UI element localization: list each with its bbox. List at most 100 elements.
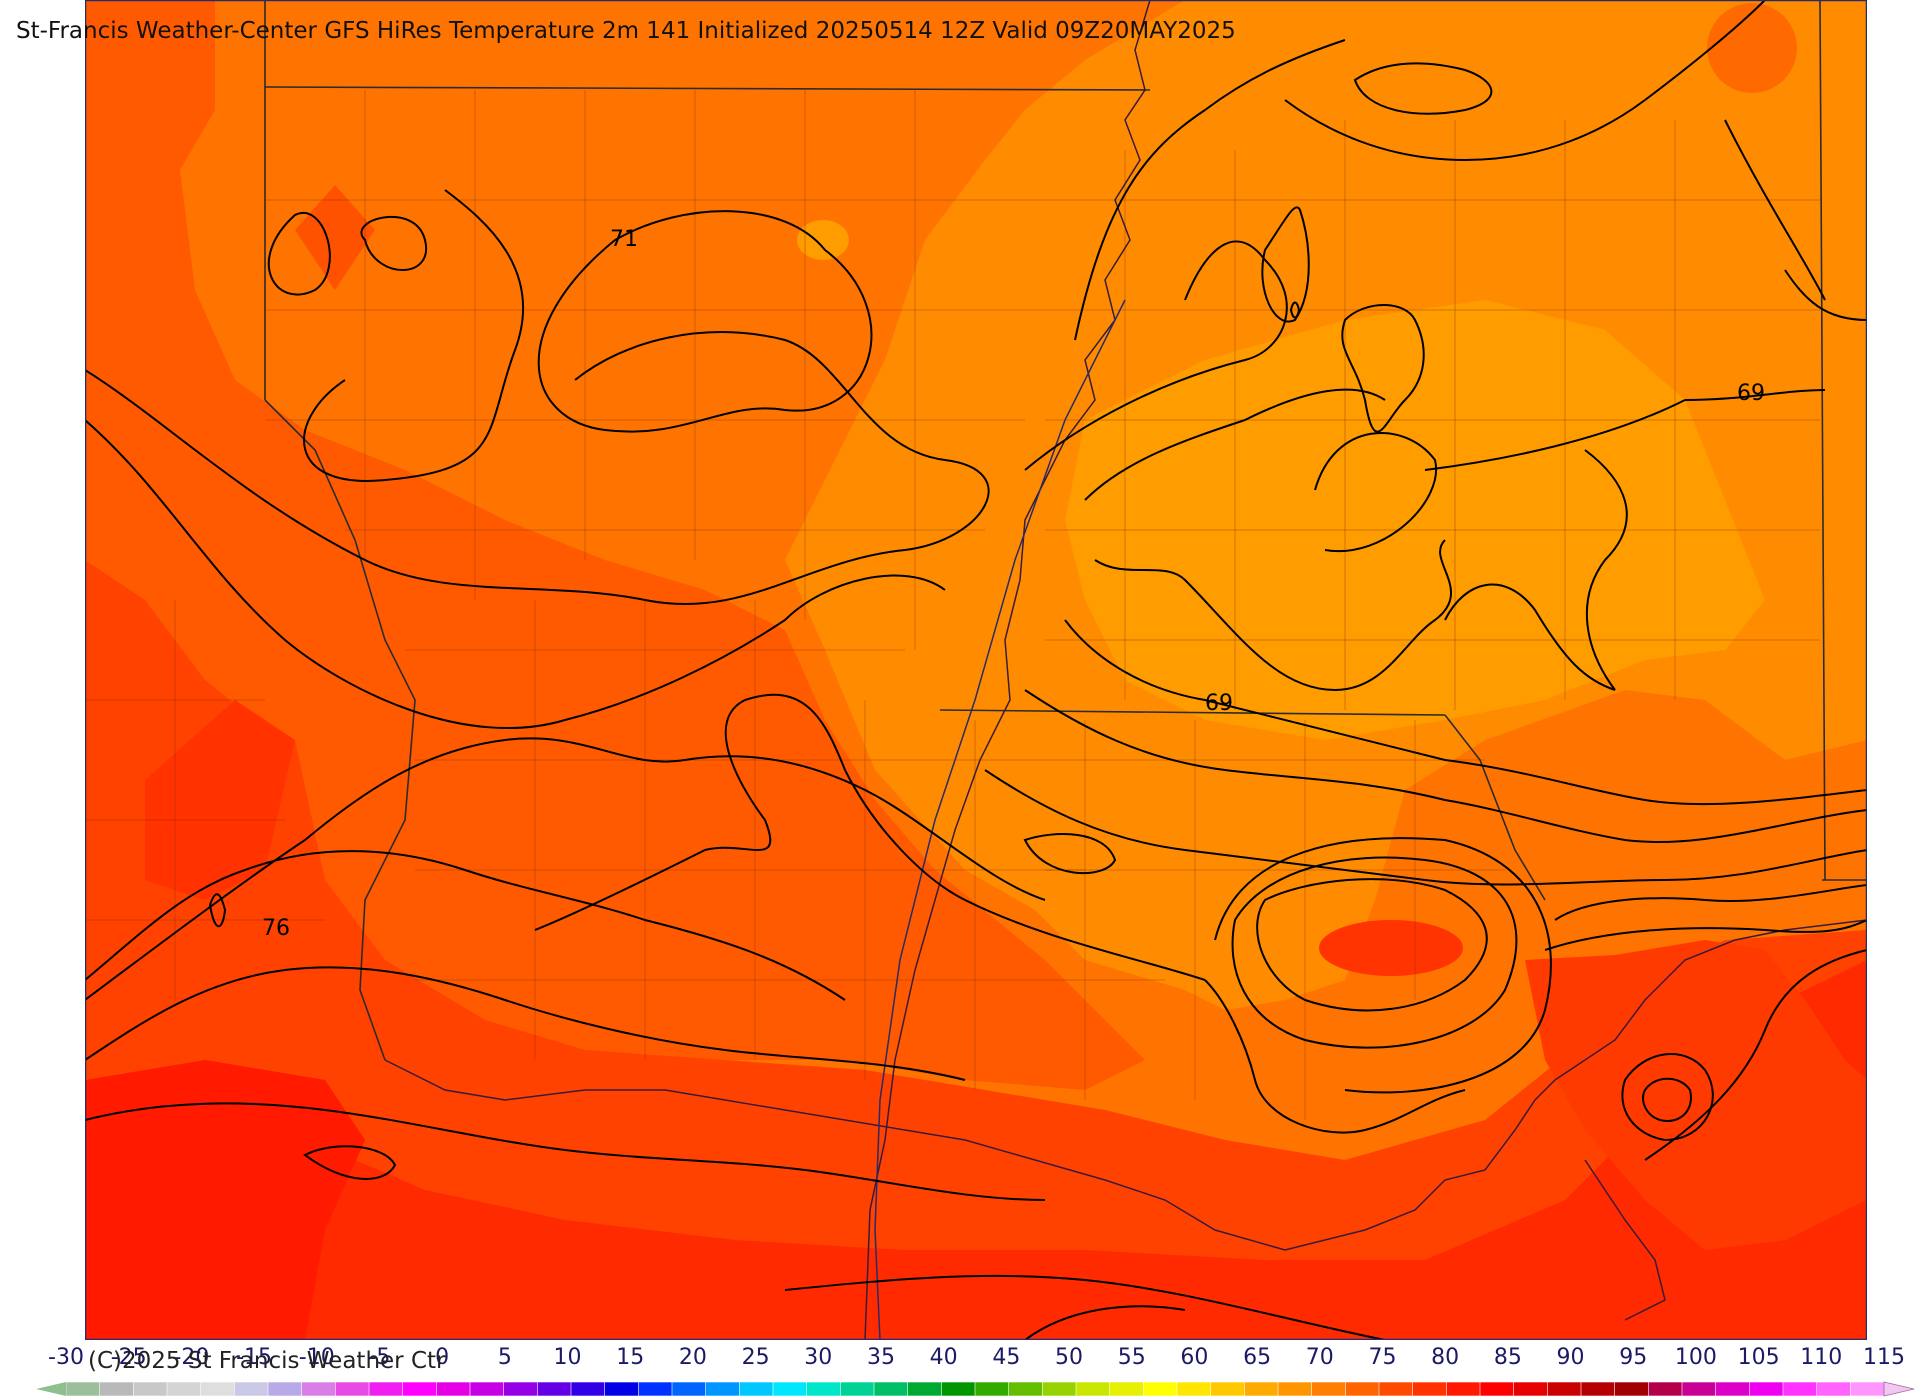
colorbar-tick-label: 35 bbox=[866, 1345, 895, 1370]
colorbar-swatch bbox=[1008, 1381, 1044, 1397]
colorbar-arrow-left bbox=[36, 1382, 66, 1396]
colorbar-swatch bbox=[974, 1381, 1010, 1397]
colorbar-swatch bbox=[1277, 1381, 1313, 1397]
colorbar-swatch bbox=[1479, 1381, 1515, 1397]
colorbar-tick-label: 115 bbox=[1863, 1345, 1905, 1370]
colorbar-swatch bbox=[436, 1381, 471, 1397]
colorbar-swatch bbox=[1715, 1381, 1751, 1397]
colorbar-tick-label: 45 bbox=[992, 1345, 1021, 1370]
contour-label: 69 bbox=[1737, 381, 1765, 406]
colorbar-swatch bbox=[570, 1381, 606, 1397]
colorbar-swatch bbox=[200, 1381, 236, 1397]
longitude-line bbox=[874, 299, 1126, 1340]
colorbar-swatch bbox=[1143, 1381, 1178, 1397]
colorbar-swatch bbox=[1547, 1381, 1582, 1397]
colorbar-tick-label: 5 bbox=[497, 1345, 512, 1370]
colorbar-swatch bbox=[133, 1381, 168, 1397]
temperature-zone-75 bbox=[85, 0, 1145, 1090]
colorbar-swatch bbox=[1580, 1381, 1616, 1397]
colorbar-swatch bbox=[469, 1381, 505, 1397]
cool-pocket-north bbox=[797, 220, 849, 260]
warm-pocket-north bbox=[295, 185, 375, 290]
colorbar-tick-label: 105 bbox=[1737, 1345, 1780, 1370]
colorbar-tick-label: 0 bbox=[435, 1345, 450, 1370]
colorbar-swatch bbox=[705, 1381, 741, 1397]
colorbar-swatch bbox=[166, 1381, 202, 1397]
colorbar-tick-label: -5 bbox=[368, 1345, 391, 1370]
colorbar-swatch bbox=[402, 1381, 438, 1397]
warm-pocket-mobile bbox=[1319, 920, 1463, 976]
colorbar-tick-label: 55 bbox=[1117, 1345, 1146, 1370]
colorbar-swatch bbox=[907, 1381, 943, 1397]
colorbar-labels: -30 -25 -20 -15 -10 -5 0 5 10 15 20 25 30 35 40 45 50 55 6… bbox=[0, 1345, 1920, 1375]
temperature-zone-66 bbox=[1065, 300, 1765, 740]
colorbar-tick-label: -30 bbox=[48, 1345, 84, 1370]
colorbar-tick-label: 80 bbox=[1431, 1345, 1460, 1370]
colorbar-swatch bbox=[1345, 1381, 1380, 1397]
colorbar-swatch bbox=[739, 1381, 774, 1397]
colorbar-tick-label: 95 bbox=[1619, 1345, 1648, 1370]
colorbar-tick-label: 10 bbox=[553, 1345, 582, 1370]
isotherm-contours bbox=[85, 0, 1867, 1340]
colorbar-tick-label: 40 bbox=[929, 1345, 958, 1370]
colorbar-swatch bbox=[1210, 1381, 1246, 1397]
colorbar-swatch bbox=[1614, 1381, 1650, 1397]
colorbar-arrow-right bbox=[1883, 1381, 1915, 1397]
colorbar-tick-label: -25 bbox=[110, 1345, 147, 1370]
warm-pocket-sw-tip bbox=[145, 700, 295, 900]
colorbar-tick-label: 110 bbox=[1800, 1345, 1843, 1370]
colorbar-swatch bbox=[267, 1381, 303, 1397]
cool-pocket-ne bbox=[1707, 3, 1797, 93]
warm-pocket-delta bbox=[1525, 940, 1867, 1250]
colorbar-tick-label: 75 bbox=[1368, 1345, 1397, 1370]
colorbar-swatch bbox=[1075, 1381, 1111, 1397]
colorbar-tick-label: -20 bbox=[173, 1345, 210, 1370]
colorbar-swatch bbox=[1816, 1381, 1852, 1397]
colorbar-swatch bbox=[537, 1381, 572, 1397]
colorbar-tick-label: 70 bbox=[1305, 1345, 1334, 1370]
colorbar-swatch bbox=[1446, 1381, 1481, 1397]
colorbar-tick-label: 20 bbox=[678, 1345, 707, 1370]
contour-labels: 71 69 76 69 bbox=[262, 227, 1765, 941]
colorbar-swatch bbox=[335, 1381, 370, 1397]
colorbar-tick-label: 85 bbox=[1493, 1345, 1522, 1370]
colorbar-swatch bbox=[1412, 1381, 1448, 1397]
temperature-map: 71 69 76 69 bbox=[85, 0, 1867, 1340]
colorbar-swatch bbox=[638, 1381, 673, 1397]
colorbar-swatch bbox=[1513, 1381, 1549, 1397]
colorbar-swatch bbox=[368, 1381, 404, 1397]
map-border bbox=[85, 0, 1867, 1340]
colorbar-swatch bbox=[1176, 1381, 1212, 1397]
colorbar-tick-label: 50 bbox=[1055, 1345, 1084, 1370]
colorbar-swatch bbox=[1378, 1381, 1414, 1397]
colorbar-swatch bbox=[99, 1381, 135, 1397]
contour-label: 69 bbox=[1205, 691, 1233, 716]
colorbar-tick-label: 65 bbox=[1243, 1345, 1272, 1370]
colorbar-swatch bbox=[772, 1381, 808, 1397]
contour-label: 76 bbox=[262, 916, 290, 941]
warm-pocket-gulf-west bbox=[85, 1060, 365, 1340]
colorbar-tick-label: 15 bbox=[616, 1345, 645, 1370]
map-title: St-Francis Weather-Center GFS HiRes Temp… bbox=[16, 18, 1236, 44]
contour-label: 71 bbox=[610, 227, 638, 252]
colorbar-tick-label: 90 bbox=[1556, 1345, 1585, 1370]
copyright-text: (C)2025 St Francis Weather Ctr bbox=[88, 1348, 446, 1374]
colorbar-swatch bbox=[840, 1381, 875, 1397]
colorbar-swatch bbox=[806, 1381, 842, 1397]
colorbar-swatch bbox=[873, 1381, 909, 1397]
colorbar-tick-label: -10 bbox=[298, 1345, 335, 1370]
colorbar-swatch bbox=[301, 1381, 337, 1397]
colorbar-swatch bbox=[1749, 1381, 1784, 1397]
rivers-coastline bbox=[384, 0, 1867, 1340]
colorbar-swatch bbox=[671, 1381, 707, 1397]
colorbar-tick-label: 60 bbox=[1180, 1345, 1209, 1370]
colorbar-swatch bbox=[1311, 1381, 1347, 1397]
colorbar-tick-label: 25 bbox=[741, 1345, 770, 1370]
colorbar-swatch bbox=[1782, 1381, 1818, 1397]
colorbar-tick-label: -15 bbox=[236, 1345, 273, 1370]
colorbar-swatch bbox=[1681, 1381, 1717, 1397]
temperature-colorbar bbox=[36, 1381, 1915, 1397]
colorbar-swatch bbox=[234, 1381, 269, 1397]
state-boundaries bbox=[264, 0, 1867, 1061]
colorbar-swatch bbox=[1042, 1381, 1077, 1397]
